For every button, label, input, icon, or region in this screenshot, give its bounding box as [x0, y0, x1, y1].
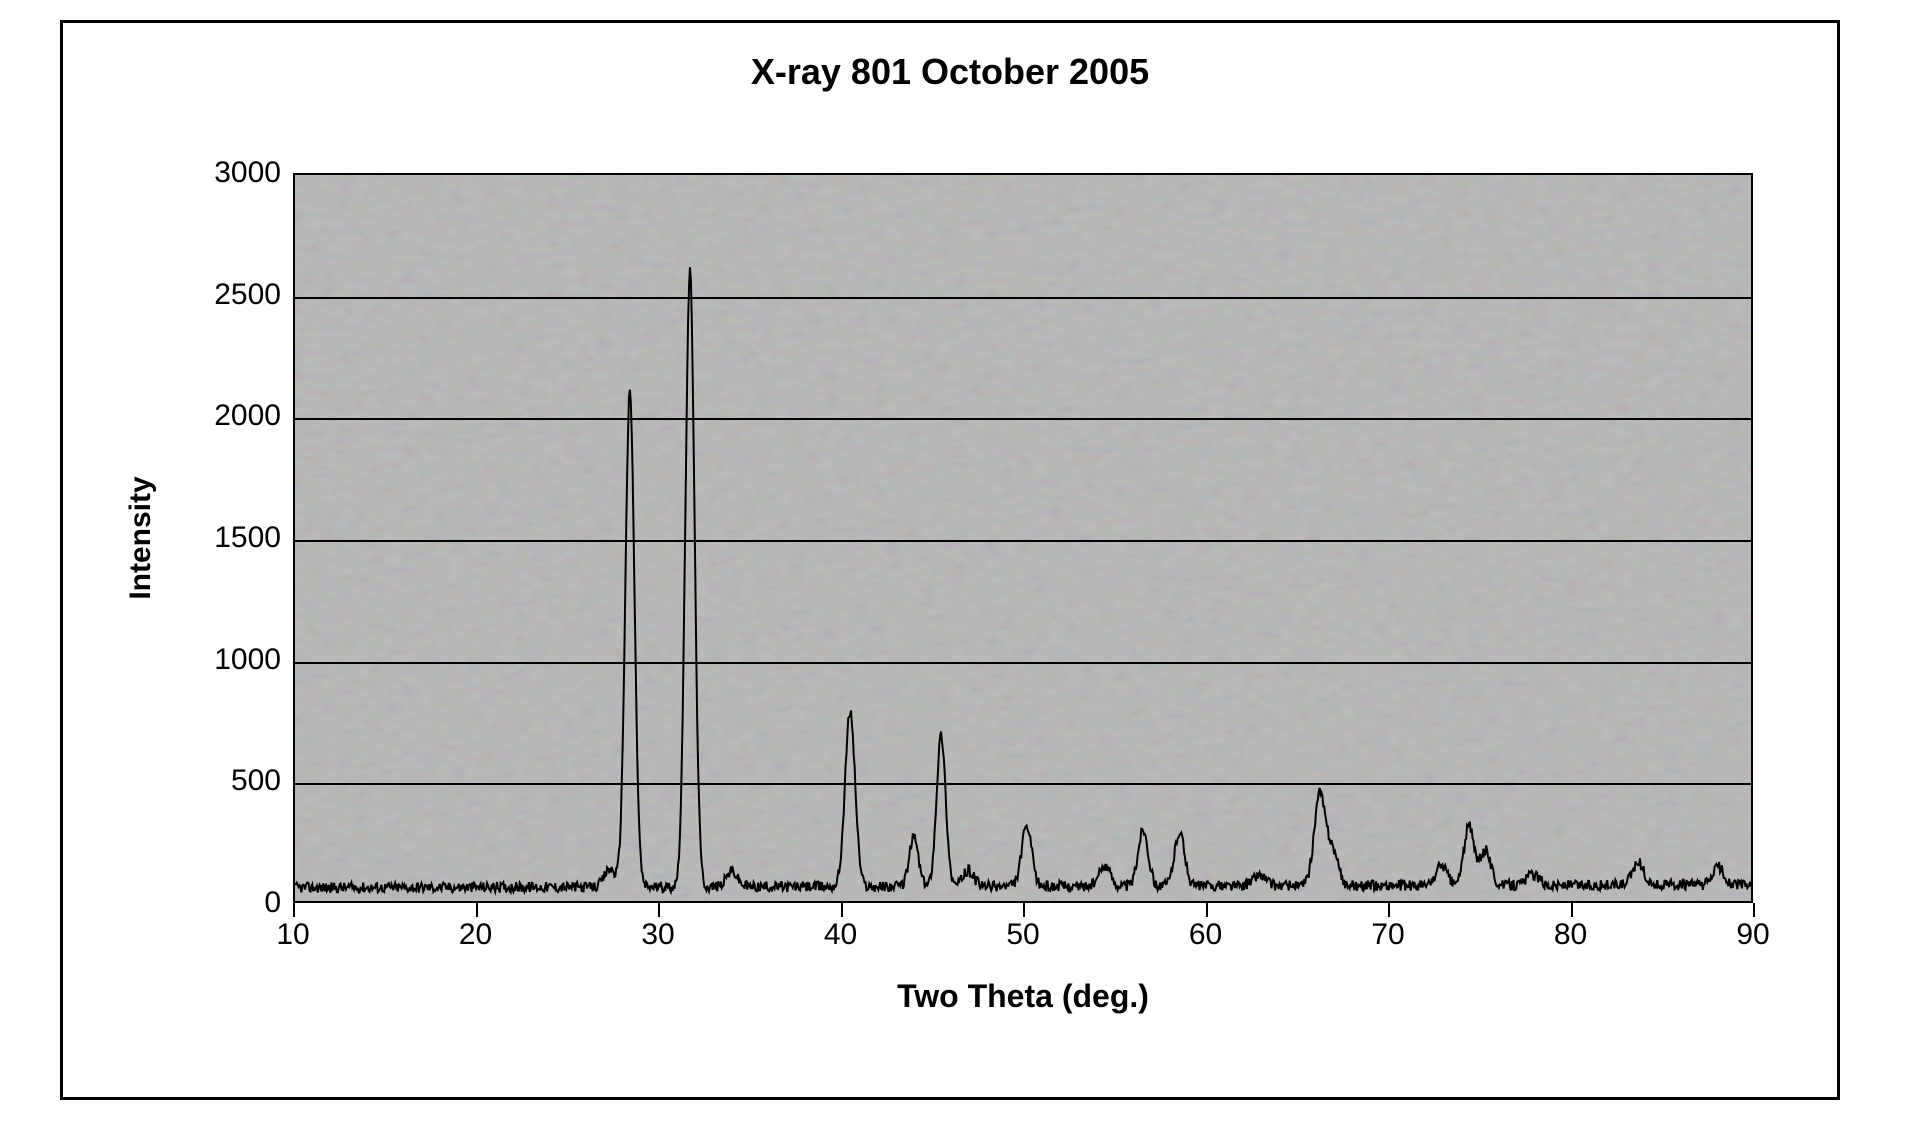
xtick-label: 90 [1713, 918, 1793, 952]
xtick-mark [476, 903, 478, 917]
xtick-mark [1571, 903, 1573, 917]
xtick-label: 80 [1531, 918, 1611, 952]
xtick-mark [1753, 903, 1755, 917]
ytick-label: 2000 [191, 399, 281, 433]
xtick-label: 40 [801, 918, 881, 952]
chart-title: X-ray 801 October 2005 [63, 51, 1837, 93]
xrd-trace [295, 267, 1751, 893]
xtick-mark [293, 903, 295, 917]
xtick-mark [1023, 903, 1025, 917]
ytick-label: 1500 [191, 521, 281, 555]
ytick-label: 1000 [191, 643, 281, 677]
chart-frame: X-ray 801 October 2005 Intensity Two The… [60, 20, 1840, 1100]
xtick-label: 60 [1166, 918, 1246, 952]
xtick-label: 20 [436, 918, 516, 952]
xtick-label: 10 [253, 918, 333, 952]
xtick-label: 50 [983, 918, 1063, 952]
diffraction-trace [295, 175, 1751, 901]
xtick-mark [841, 903, 843, 917]
y-axis-label: Intensity [124, 476, 158, 599]
xtick-label: 30 [618, 918, 698, 952]
ytick-label: 2500 [191, 278, 281, 312]
ytick-label: 500 [191, 764, 281, 798]
xtick-label: 70 [1348, 918, 1428, 952]
plot-area [293, 173, 1753, 903]
x-axis-label: Two Theta (deg.) [897, 978, 1149, 1015]
ytick-label: 0 [191, 886, 281, 920]
xtick-mark [1206, 903, 1208, 917]
xtick-mark [658, 903, 660, 917]
ytick-label: 3000 [191, 156, 281, 190]
xtick-mark [1388, 903, 1390, 917]
